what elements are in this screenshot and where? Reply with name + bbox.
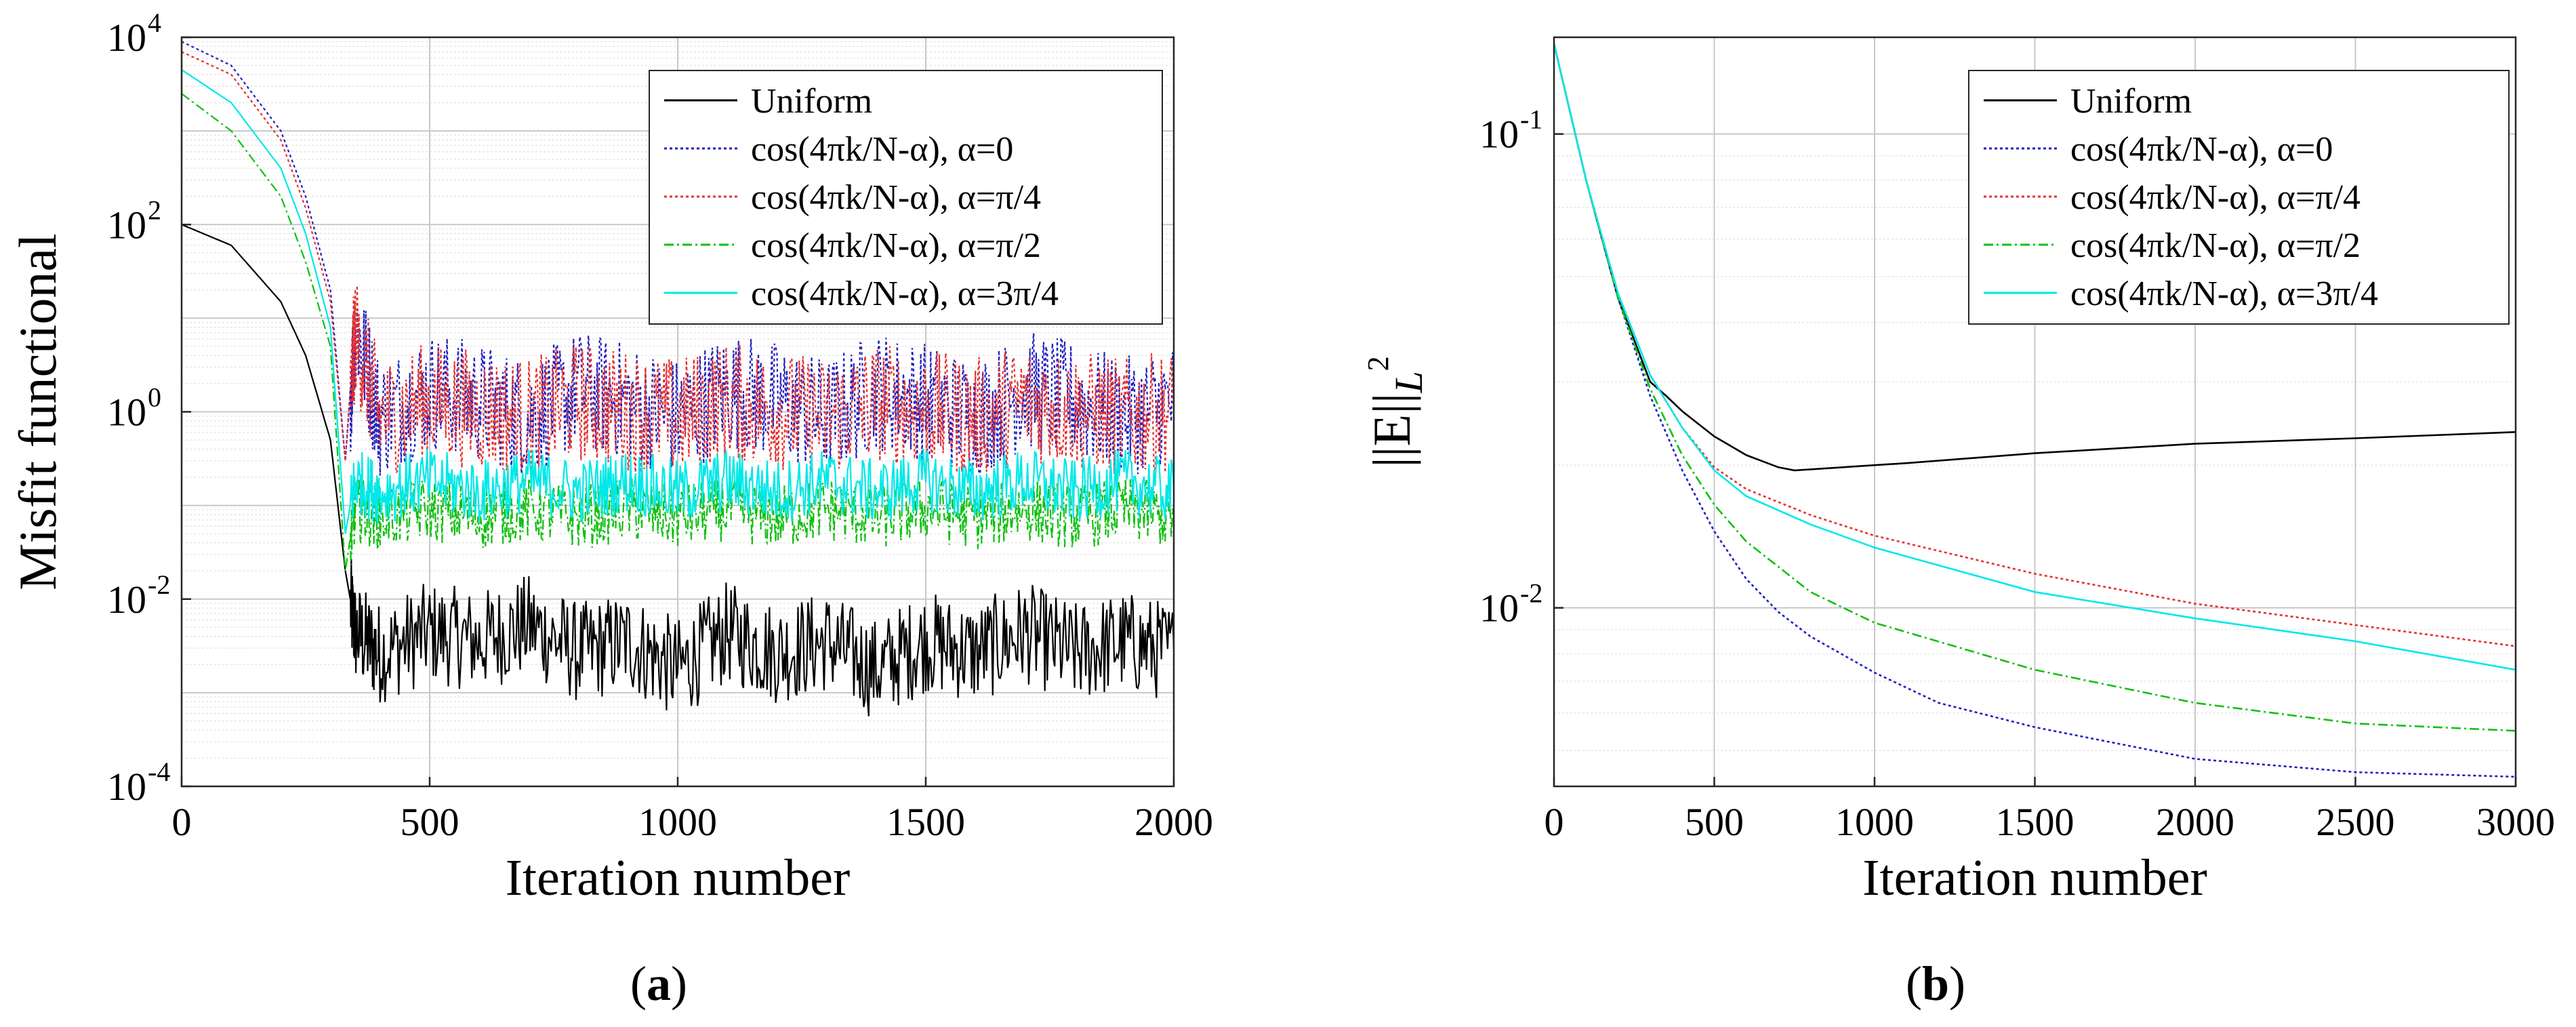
x-tick-label: 3000 [2476, 800, 2555, 844]
y-tick-label: 10 [107, 390, 146, 435]
legend-label: cos(4πk/N-α), α=π/2 [2070, 226, 2360, 265]
series-line [1554, 43, 2516, 778]
y-tick-label: 10 [107, 578, 146, 622]
series-line [182, 93, 1174, 571]
x-axis-label: Iteration number [506, 849, 851, 906]
legend-box [1968, 70, 2510, 325]
series-line [182, 41, 1174, 477]
x-tick-label: 1500 [886, 800, 965, 844]
y-tick-label: 10 [1479, 113, 1519, 157]
series-group [182, 41, 1174, 717]
legend-label: Uniform [2070, 82, 2192, 121]
y-tick-label: 10 [107, 765, 146, 809]
panel-label-a-letter: a [646, 956, 671, 1011]
x-tick-label: 1000 [638, 800, 717, 844]
y-tick-exponent: 4 [148, 7, 161, 38]
x-tick-label: 500 [401, 800, 459, 844]
legend-label: cos(4πk/N-α), α=3π/4 [2070, 275, 2378, 313]
panel-label-a-open: ( [630, 956, 647, 1011]
series-line [1554, 43, 2516, 671]
y-axis-label-sup: 2 [1362, 356, 1395, 371]
y-axis-label: Misfit functional [8, 233, 67, 590]
x-tick-label: 500 [1685, 800, 1744, 844]
y-tick-exponent: 2 [148, 195, 161, 225]
x-tick-label: 2000 [1134, 800, 1213, 844]
x-tick-label: 1000 [1835, 800, 1914, 844]
legend-label: cos(4πk/N-α), α=0 [751, 130, 1013, 169]
panel-label-a: (a) [630, 956, 687, 1012]
panel-label-b-letter: b [1921, 956, 1950, 1011]
x-axis-label: Iteration number [1862, 849, 2207, 906]
legend-label: cos(4πk/N-α), α=3π/4 [751, 275, 1059, 313]
panel-label-b-close: ) [1949, 956, 1966, 1011]
series-line [182, 224, 1174, 717]
series-line [182, 68, 1174, 534]
y-tick-label: 10 [1479, 586, 1519, 630]
y-tick-label: 10 [107, 203, 146, 247]
y-tick-exponent: -1 [1520, 104, 1542, 135]
legend-label: cos(4πk/N-α), α=π/4 [2070, 178, 2360, 217]
series-line [182, 51, 1174, 476]
y-axis-label-sub: L [1387, 371, 1431, 393]
x-tick-label: 2500 [2316, 800, 2395, 844]
legend-label: cos(4πk/N-α), α=0 [2070, 130, 2333, 169]
x-tick-label: 0 [172, 800, 192, 844]
panel-label-a-close: ) [670, 956, 687, 1011]
x-tick-label: 1500 [1996, 800, 2074, 844]
legend-label: Uniform [751, 82, 872, 121]
y-tick-exponent: -4 [148, 757, 170, 787]
legend-label: cos(4πk/N-α), α=π/4 [751, 178, 1041, 217]
panel-label-b: (b) [1906, 956, 1965, 1012]
y-tick-exponent: -2 [148, 569, 170, 600]
legend-label: cos(4πk/N-α), α=π/2 [751, 226, 1041, 265]
series-line [1554, 43, 2516, 732]
series-line [1554, 43, 2516, 472]
series-line [1554, 43, 2516, 647]
series-group [1554, 43, 2516, 778]
x-tick-label: 2000 [2156, 800, 2234, 844]
panel-label-b-open: ( [1906, 956, 1922, 1011]
y-axis-label: ||E||L2 [1362, 356, 1431, 467]
y-tick-exponent: -2 [1520, 578, 1542, 609]
x-tick-label: 0 [1545, 800, 1564, 844]
y-tick-exponent: 0 [148, 382, 161, 413]
y-tick-label: 10 [107, 16, 146, 60]
